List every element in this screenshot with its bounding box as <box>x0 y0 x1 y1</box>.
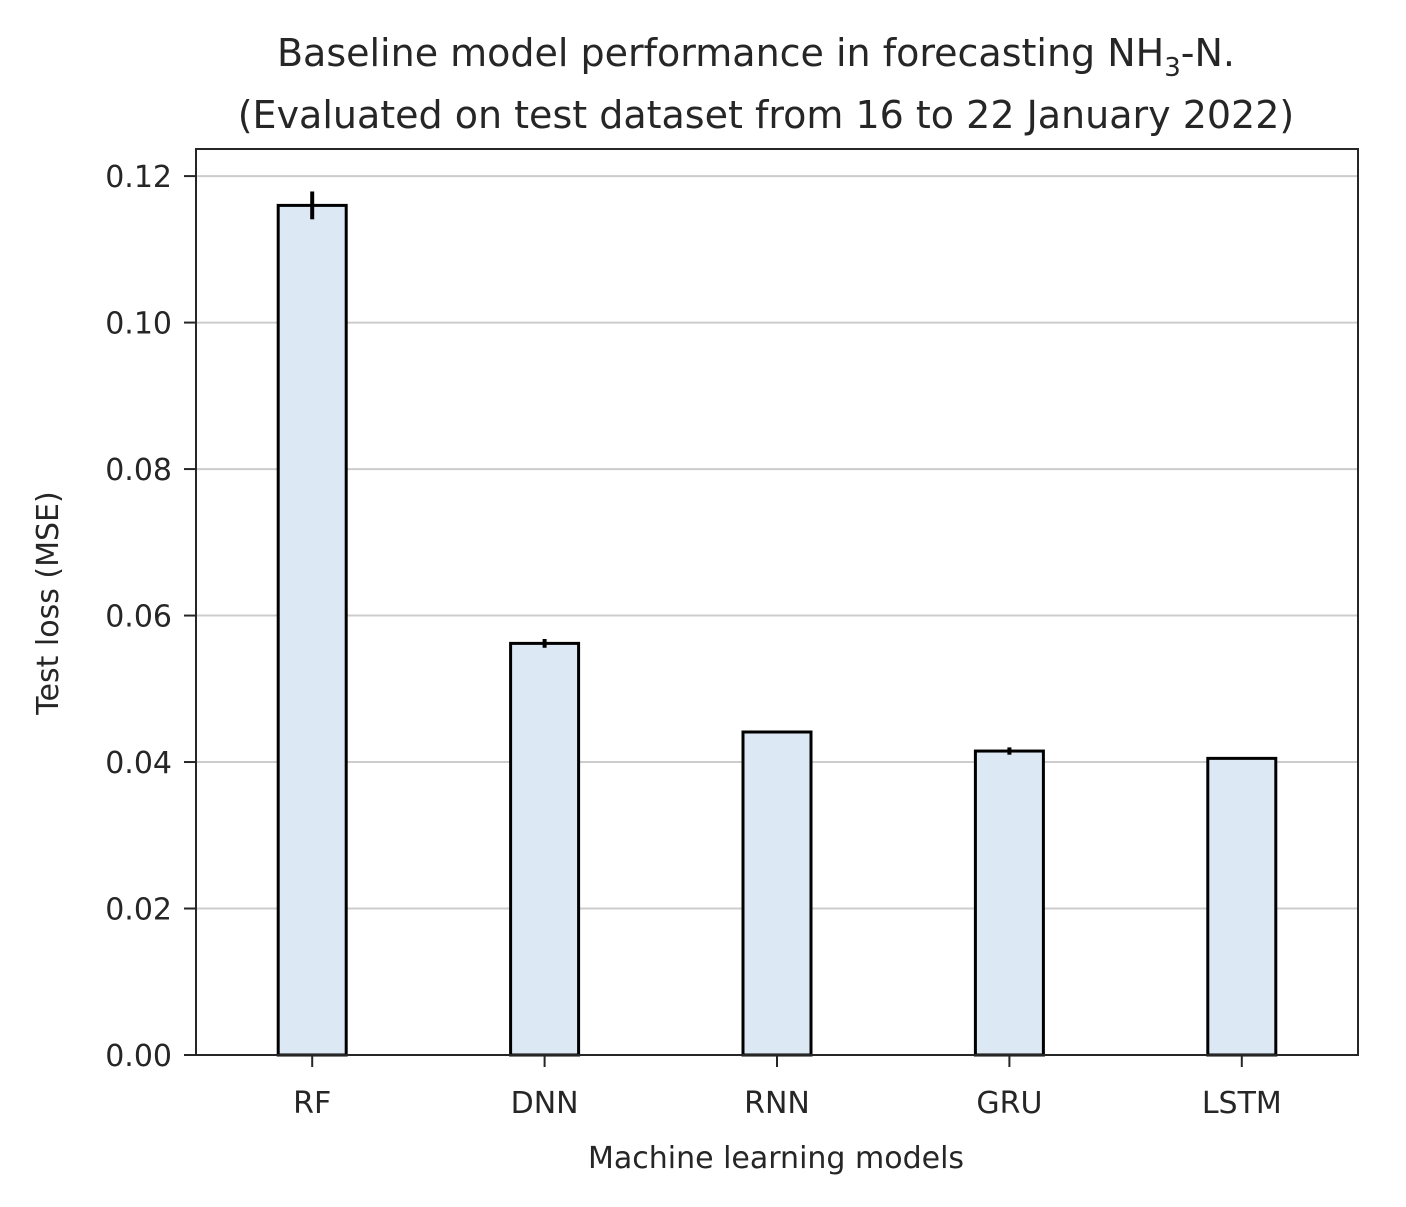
chart-title-subscript: 3 <box>1164 53 1181 83</box>
x-axis-label: Machine learning models <box>588 1141 964 1176</box>
chart-title-line1: Baseline model performance in forecastin… <box>277 31 1235 83</box>
chart-title-line2: (Evaluated on test dataset from 16 to 22… <box>238 93 1295 137</box>
y-axis-label: Test loss (MSE) <box>31 491 66 715</box>
x-tick-label-rnn: RNN <box>744 1086 810 1121</box>
grid-lines <box>196 175 1358 910</box>
bar-dnn <box>509 641 581 1057</box>
chart-title-main: Baseline model performance in forecastin… <box>277 31 1164 75</box>
bar-rnn <box>741 730 813 1057</box>
plot-area-frame <box>195 148 1359 1056</box>
bar-rf <box>276 203 348 1057</box>
y-tick-label: 0.04 <box>105 746 172 781</box>
x-tick-label-gru: GRU <box>976 1086 1042 1121</box>
bar-gru <box>973 749 1045 1057</box>
y-tick-label: 0.02 <box>105 893 172 928</box>
y-axis-ticks: 0.00 0.02 0.04 0.06 0.08 0.10 0.12 <box>105 160 196 1074</box>
y-tick-label: 0.00 <box>105 1039 172 1074</box>
x-axis-ticks: RF DNN RNN GRU LSTM <box>293 1055 1282 1121</box>
x-tick-label-rf: RF <box>293 1086 331 1121</box>
y-tick-label: 0.12 <box>105 160 172 195</box>
bars <box>276 203 1278 1057</box>
error-bars <box>310 191 1244 760</box>
x-tick-label-lstm: LSTM <box>1202 1086 1282 1121</box>
y-tick-label: 0.08 <box>105 453 172 488</box>
bar-lstm <box>1206 756 1278 1057</box>
x-tick-label-dnn: DNN <box>511 1086 579 1121</box>
chart-title-suffix: -N. <box>1181 31 1235 75</box>
y-tick-label: 0.06 <box>105 600 172 635</box>
y-tick-label: 0.10 <box>105 307 172 342</box>
